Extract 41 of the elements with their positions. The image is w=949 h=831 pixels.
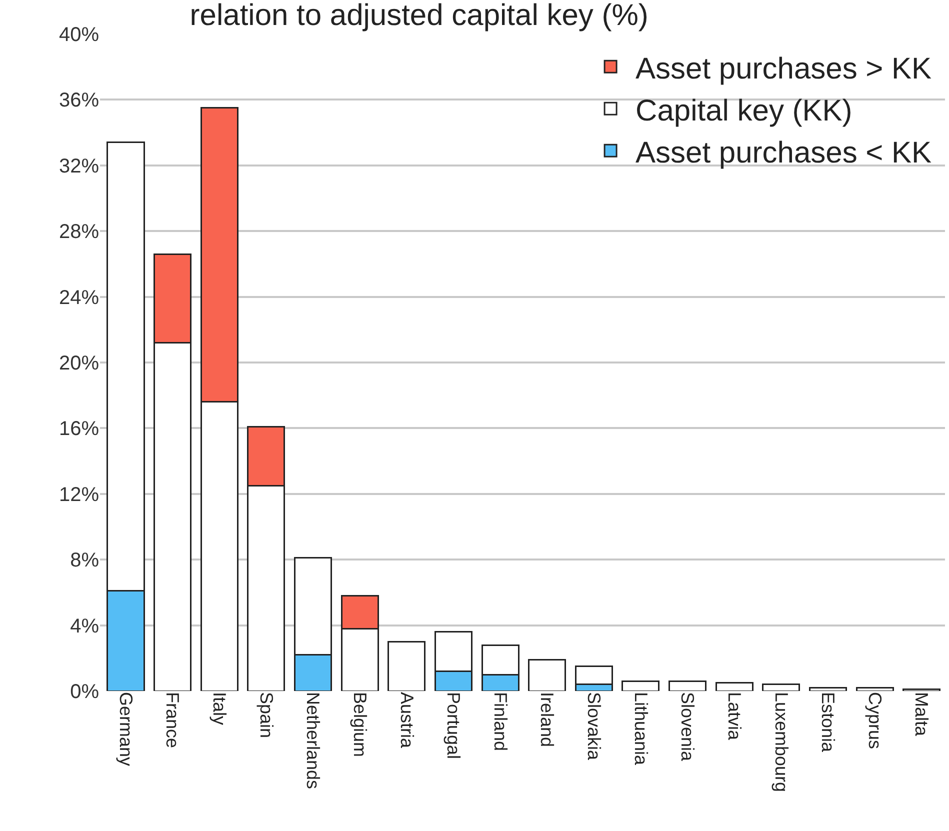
x-tick-label: Slovenia bbox=[678, 692, 698, 762]
y-tick-label: 36% bbox=[58, 90, 100, 112]
bar bbox=[808, 686, 847, 691]
chart-title: relation to adjusted capital key (%) bbox=[190, 0, 648, 32]
x-tick-label: Netherlands bbox=[303, 692, 324, 790]
x-tick-label: Spain bbox=[256, 692, 276, 738]
y-tick-label: 28% bbox=[58, 221, 100, 244]
y-tick-label: 4% bbox=[70, 615, 100, 638]
y-tick-label: 20% bbox=[58, 352, 100, 374]
x-tick-label: Slovakia bbox=[584, 692, 604, 762]
x-tick-label: France bbox=[162, 692, 183, 748]
bar bbox=[715, 682, 754, 691]
x-tick-label: Austria bbox=[396, 692, 417, 750]
x-tick-label: Lithuania bbox=[630, 692, 651, 766]
x-tick-label: Germany bbox=[116, 692, 136, 766]
bar bbox=[388, 640, 426, 691]
y-tick-label: 32% bbox=[58, 155, 100, 178]
bar bbox=[762, 684, 800, 691]
x-tick-label: Estonia bbox=[818, 692, 838, 754]
x-tick-label: Belgium bbox=[350, 692, 370, 758]
x-tick-label: Latvia bbox=[724, 692, 744, 742]
x-tick-label: Ireland bbox=[537, 692, 558, 748]
x-tick-label: Cyprus bbox=[864, 692, 885, 750]
y-tick-label: 8% bbox=[70, 550, 100, 572]
x-tick-label: Italy bbox=[210, 692, 230, 726]
bar bbox=[668, 680, 707, 691]
bar bbox=[528, 659, 566, 691]
y-tick-label: 40% bbox=[58, 24, 100, 46]
y-tick-label: 16% bbox=[58, 418, 100, 440]
x-tick-label: Finland bbox=[490, 692, 510, 752]
bar bbox=[622, 680, 660, 691]
legend-label: Capital key (KK) bbox=[636, 94, 852, 128]
legend-label: Asset purchases > KK bbox=[636, 52, 932, 86]
x-tick-label: Portugal bbox=[444, 692, 464, 760]
legend-label: Asset purchases < KK bbox=[636, 136, 932, 170]
x-tick-label: Malta bbox=[912, 692, 932, 738]
bar bbox=[856, 686, 894, 691]
y-tick-label: 12% bbox=[58, 484, 100, 506]
x-tick-label: Luxembourg bbox=[771, 692, 792, 792]
y-tick-label: 24% bbox=[58, 286, 100, 309]
y-tick-label: 0% bbox=[70, 681, 100, 703]
